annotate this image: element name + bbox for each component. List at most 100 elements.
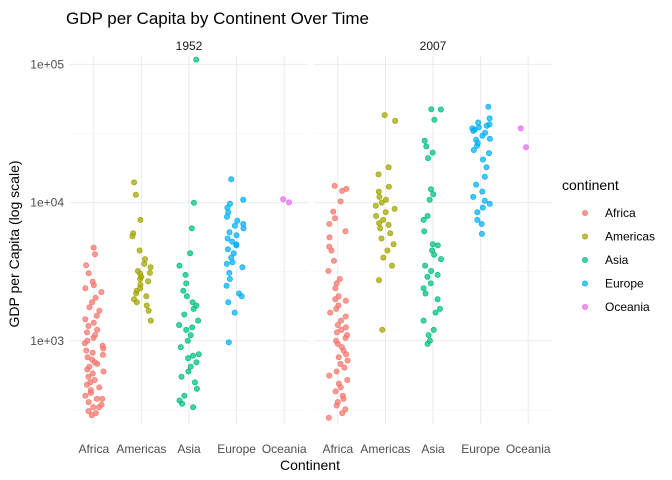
data-point-asia bbox=[193, 359, 200, 366]
data-point-americas bbox=[137, 216, 144, 223]
legend-key-africa bbox=[582, 209, 589, 216]
data-point-europe bbox=[485, 150, 492, 157]
data-point-europe bbox=[233, 232, 240, 239]
legend: continent Africa Americas Asia Europe Oceani… bbox=[562, 177, 655, 314]
data-point-africa bbox=[90, 404, 97, 411]
data-point-africa bbox=[335, 354, 342, 361]
data-point-africa bbox=[331, 215, 338, 222]
data-point-asia bbox=[430, 326, 437, 333]
legend-label-europe: Europe bbox=[605, 277, 644, 291]
data-point-africa bbox=[98, 289, 105, 296]
data-point-africa bbox=[332, 388, 339, 395]
data-point-asia bbox=[178, 373, 185, 380]
data-point-africa bbox=[92, 251, 99, 258]
data-point-africa bbox=[100, 345, 107, 352]
data-point-africa bbox=[96, 404, 103, 411]
data-point-asia bbox=[434, 296, 441, 303]
data-point-europe bbox=[470, 193, 477, 200]
data-point-asia bbox=[424, 155, 431, 162]
data-point-africa bbox=[83, 381, 90, 388]
y-tick-label: 1e+03 bbox=[30, 334, 64, 348]
legend-label-oceania: Oceania bbox=[605, 300, 650, 314]
data-point-africa bbox=[84, 329, 91, 336]
data-point-americas bbox=[145, 307, 152, 314]
data-point-europe bbox=[481, 173, 488, 180]
data-point-africa bbox=[94, 326, 101, 333]
facet-panel-2007: 2007 Africa Americas Asia Europe Oceania bbox=[314, 39, 552, 456]
data-point-africa bbox=[333, 280, 340, 287]
data-point-africa bbox=[84, 354, 91, 361]
data-point-oceania bbox=[517, 125, 524, 132]
data-point-europe bbox=[230, 250, 237, 257]
data-point-africa bbox=[337, 198, 344, 205]
legend-key-oceania bbox=[582, 303, 589, 310]
data-point-americas bbox=[147, 317, 154, 324]
data-point-americas bbox=[143, 302, 150, 309]
data-point-africa bbox=[90, 319, 97, 326]
data-point-africa bbox=[90, 282, 97, 289]
data-point-europe bbox=[223, 213, 230, 220]
data-point-asia bbox=[185, 368, 192, 375]
data-point-africa bbox=[330, 208, 337, 215]
data-point-asia bbox=[427, 280, 434, 287]
data-point-africa bbox=[100, 368, 107, 375]
data-point-europe bbox=[470, 127, 477, 134]
data-point-americas bbox=[378, 235, 385, 242]
data-point-africa bbox=[342, 334, 349, 341]
data-point-europe bbox=[226, 229, 233, 236]
data-point-europe bbox=[223, 282, 230, 289]
data-point-europe bbox=[473, 181, 480, 188]
data-point-africa bbox=[83, 262, 90, 269]
data-point-americas bbox=[382, 209, 389, 216]
data-point-africa bbox=[333, 305, 340, 312]
data-point-asia bbox=[437, 256, 444, 263]
data-point-asia bbox=[434, 242, 441, 249]
x-tick-label-europe: Europe bbox=[461, 442, 500, 456]
x-axis-title: Continent bbox=[280, 457, 340, 473]
data-point-europe bbox=[234, 217, 241, 224]
data-point-asia bbox=[420, 317, 427, 324]
data-point-europe bbox=[240, 196, 247, 203]
data-point-africa bbox=[330, 257, 337, 264]
data-point-europe bbox=[239, 264, 246, 271]
data-point-asia bbox=[176, 321, 183, 328]
data-point-asia bbox=[193, 56, 200, 63]
data-point-africa bbox=[325, 414, 332, 421]
data-point-asia bbox=[428, 106, 435, 113]
data-point-europe bbox=[240, 225, 247, 232]
data-point-asia bbox=[437, 106, 444, 113]
data-point-americas bbox=[384, 247, 391, 254]
data-point-europe bbox=[479, 188, 486, 195]
data-point-europe bbox=[228, 176, 235, 183]
data-point-africa bbox=[338, 326, 345, 333]
legend-key-europe bbox=[582, 280, 589, 287]
data-point-asia bbox=[431, 251, 438, 258]
data-point-africa bbox=[90, 334, 97, 341]
data-point-africa bbox=[333, 329, 340, 336]
data-point-asia bbox=[183, 293, 190, 300]
data-point-africa bbox=[84, 366, 91, 373]
y-tick-label: 1e+04 bbox=[30, 196, 64, 210]
x-tick-label-oceania: Oceania bbox=[506, 442, 551, 456]
data-point-americas bbox=[387, 230, 394, 237]
data-point-africa bbox=[85, 270, 92, 277]
data-point-asia bbox=[189, 324, 196, 331]
data-point-africa bbox=[339, 410, 346, 417]
x-tick-label-americas: Americas bbox=[116, 442, 166, 456]
data-point-americas bbox=[129, 233, 136, 240]
data-point-africa bbox=[341, 364, 348, 371]
data-point-asia bbox=[189, 352, 196, 359]
data-point-africa bbox=[339, 187, 346, 194]
x-tick-label-africa: Africa bbox=[78, 442, 109, 456]
data-point-africa bbox=[87, 389, 94, 396]
data-point-asia bbox=[422, 290, 429, 297]
data-point-europe bbox=[475, 119, 482, 126]
data-point-africa bbox=[337, 360, 344, 367]
data-point-africa bbox=[333, 368, 340, 375]
data-point-asia bbox=[427, 186, 434, 193]
data-point-asia bbox=[430, 191, 437, 198]
data-point-asia bbox=[188, 225, 195, 232]
data-point-asia bbox=[429, 241, 436, 248]
data-point-europe bbox=[479, 204, 486, 211]
data-point-americas bbox=[375, 277, 382, 284]
